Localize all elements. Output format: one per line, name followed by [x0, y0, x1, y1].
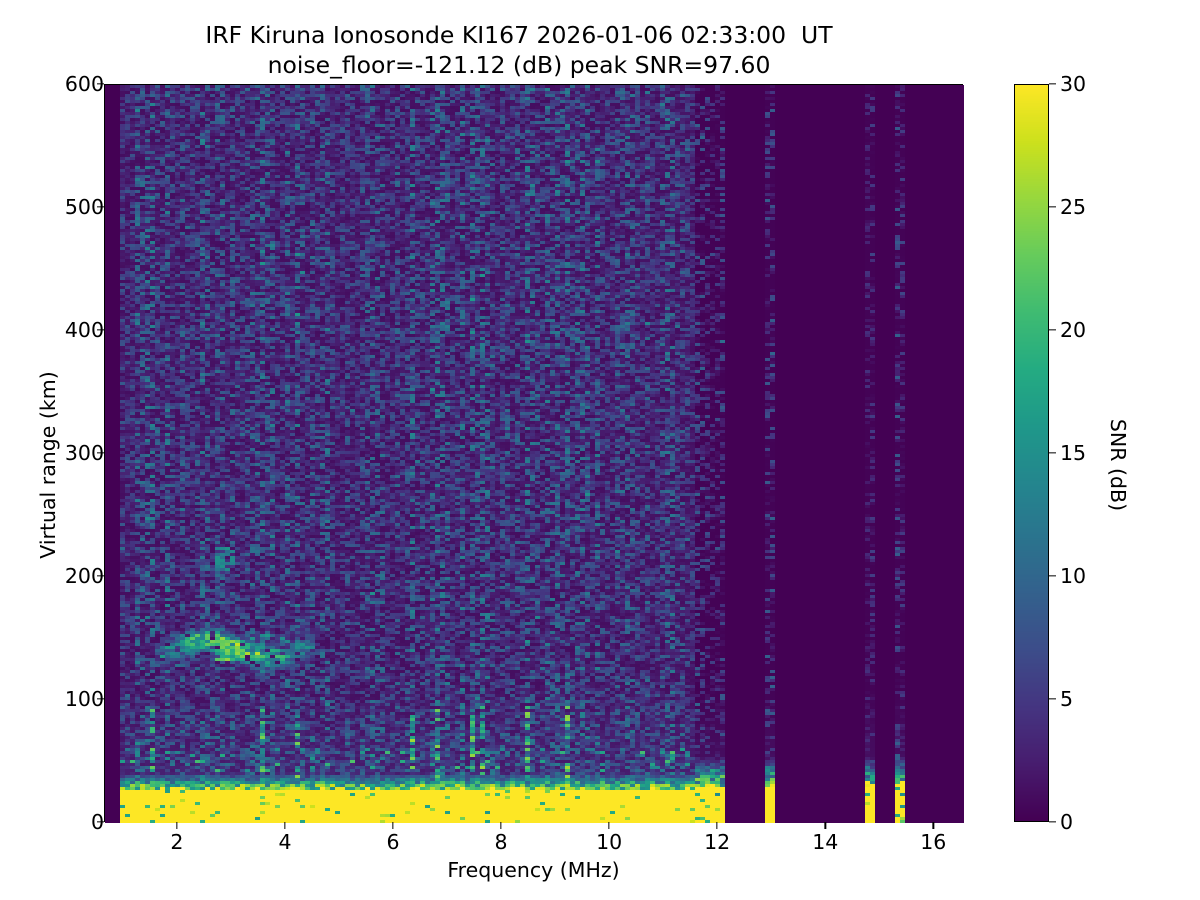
- x-axis-tick-mark: [932, 822, 934, 829]
- x-axis-tick-label: 16: [920, 830, 947, 854]
- colorbar-tick-label: 25: [1060, 195, 1087, 219]
- x-axis-tick-label: 12: [704, 830, 731, 854]
- y-axis-tick-label: 200: [64, 564, 104, 588]
- colorbar: [1014, 84, 1049, 822]
- figure-title: IRF Kiruna Ionosonde KI167 2026-01-06 02…: [0, 20, 1038, 80]
- x-axis-tick-label: 2: [170, 830, 184, 854]
- y-axis-tick-mark: [97, 821, 104, 823]
- x-axis-tick-label: 10: [596, 830, 623, 854]
- colorbar-gradient: [1015, 85, 1048, 821]
- x-axis-tick-mark: [284, 822, 286, 829]
- colorbar-tick-mark: [1049, 329, 1056, 331]
- colorbar-tick-label: 15: [1060, 441, 1087, 465]
- x-axis-tick-label: 4: [278, 830, 292, 854]
- y-axis-tick-mark: [97, 206, 104, 208]
- y-axis-tick-label: 300: [64, 441, 104, 465]
- y-axis-tick-mark: [97, 575, 104, 577]
- y-axis-tick-label: 600: [64, 72, 104, 96]
- ionogram-heatmap: [105, 85, 964, 823]
- colorbar-tick-mark: [1049, 206, 1056, 208]
- colorbar-tick-label: 0: [1060, 810, 1074, 834]
- y-axis-tick-mark: [97, 452, 104, 454]
- colorbar-tick-mark: [1049, 698, 1056, 700]
- title-line-1: IRF Kiruna Ionosonde KI167 2026-01-06 02…: [205, 21, 833, 49]
- colorbar-label: SNR (dB): [1106, 418, 1130, 512]
- y-axis-tick-mark: [97, 83, 104, 85]
- x-axis-tick-mark: [608, 822, 610, 829]
- x-axis-tick-label: 6: [386, 830, 400, 854]
- colorbar-tick-label: 20: [1060, 318, 1087, 342]
- colorbar-tick-mark: [1049, 575, 1056, 577]
- plot-area: [104, 84, 964, 823]
- x-axis-tick-mark: [716, 822, 718, 829]
- x-axis-tick-mark: [824, 822, 826, 829]
- colorbar-tick-label: 30: [1060, 72, 1087, 96]
- x-axis-tick-label: 8: [494, 830, 508, 854]
- y-axis-tick-mark: [97, 329, 104, 331]
- colorbar-tick-mark: [1049, 452, 1056, 454]
- x-axis-label: Frequency (MHz): [447, 858, 620, 882]
- y-axis-tick-mark: [97, 698, 104, 700]
- x-axis-tick-label: 14: [812, 830, 839, 854]
- y-axis-label: Virtual range (km): [36, 371, 60, 559]
- x-axis-tick-mark: [500, 822, 502, 829]
- y-axis-tick-label: 500: [64, 195, 104, 219]
- title-line-2: noise_floor=-121.12 (dB) peak SNR=97.60: [267, 51, 771, 80]
- y-axis-tick-label: 0: [24, 810, 104, 834]
- colorbar-tick-label: 10: [1060, 564, 1087, 588]
- x-axis-tick-mark: [392, 822, 394, 829]
- x-axis-tick-mark: [176, 822, 178, 829]
- colorbar-tick-mark: [1049, 83, 1056, 85]
- y-axis-tick-label: 100: [64, 687, 104, 711]
- y-axis-tick-label: 400: [64, 318, 104, 342]
- colorbar-tick-mark: [1049, 821, 1056, 823]
- colorbar-tick-label: 5: [1060, 687, 1074, 711]
